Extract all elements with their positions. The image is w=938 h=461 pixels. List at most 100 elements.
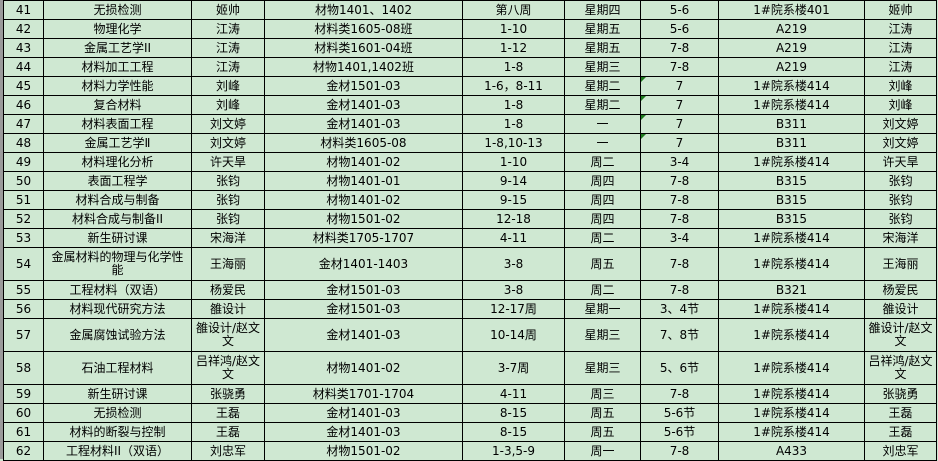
cell-class[interactable]: 材物1401-02 [264, 152, 463, 172]
cell-periods[interactable]: 7-8 [640, 384, 719, 404]
cell-teacher[interactable]: 张骁勇 [191, 384, 265, 404]
cell-course[interactable]: 新生研讨课 [43, 228, 192, 248]
cell-course[interactable]: 物理化学 [43, 19, 192, 39]
cell-class[interactable]: 材料类1605-08班 [264, 19, 463, 39]
cell-teacher-2[interactable]: 江涛 [864, 19, 937, 39]
cell-teacher-2[interactable]: 王磊 [864, 403, 937, 423]
cell-weeks[interactable]: 9-14 [462, 171, 565, 191]
cell-class[interactable]: 金材1401-03 [264, 114, 463, 134]
cell-class[interactable]: 材料类1705-1707 [264, 228, 463, 248]
cell-course[interactable]: 工程材料（双语） [43, 280, 192, 300]
cell-periods[interactable]: 7-8 [640, 171, 719, 191]
cell-course[interactable]: 材料理化分析 [43, 152, 192, 172]
cell-course[interactable]: 表面工程学 [43, 171, 192, 191]
cell-periods[interactable]: 7 [640, 76, 719, 96]
cell-class[interactable]: 材料类1605-08 [264, 133, 463, 153]
cell-course[interactable]: 材料加工工程 [43, 57, 192, 77]
cell-teacher-2[interactable]: 宋海洋 [864, 228, 937, 248]
cell-day[interactable]: 周五 [564, 403, 641, 423]
cell-teacher[interactable]: 刘峰 [191, 95, 265, 115]
cell-number[interactable]: 49 [3, 152, 44, 172]
cell-day[interactable]: 星期一 [564, 299, 641, 319]
cell-periods[interactable]: 7-8 [640, 57, 719, 77]
cell-course[interactable]: 无损检测 [43, 403, 192, 423]
cell-teacher-2[interactable]: 雒设计 [864, 299, 937, 319]
cell-day[interactable]: 星期三 [564, 57, 641, 77]
cell-teacher-2[interactable]: 姬帅 [864, 0, 937, 20]
cell-weeks[interactable]: 12-18 [462, 209, 565, 229]
cell-weeks[interactable]: 1-12 [462, 38, 565, 58]
cell-weeks[interactable]: 1-8 [462, 57, 565, 77]
cell-periods[interactable]: 7-8 [640, 190, 719, 210]
cell-number[interactable]: 59 [3, 384, 44, 404]
cell-periods[interactable]: 7-8 [640, 441, 719, 461]
cell-day[interactable]: 周四 [564, 209, 641, 229]
cell-course[interactable]: 金属工艺学II [43, 38, 192, 58]
cell-periods[interactable]: 5-6 [640, 19, 719, 39]
cell-class[interactable]: 金材1401-03 [264, 95, 463, 115]
cell-room[interactable]: 1#院系楼414 [718, 76, 865, 96]
cell-periods[interactable]: 7 [640, 114, 719, 134]
cell-periods[interactable]: 7、8节 [640, 318, 719, 352]
cell-day[interactable]: 周三 [564, 384, 641, 404]
cell-weeks[interactable]: 1-8 [462, 95, 565, 115]
cell-day[interactable]: 一 [564, 133, 641, 153]
cell-teacher[interactable]: 姬帅 [191, 0, 265, 20]
cell-weeks[interactable]: 1-8 [462, 114, 565, 134]
cell-number[interactable]: 45 [3, 76, 44, 96]
cell-course[interactable]: 材料现代研究方法 [43, 299, 192, 319]
cell-number[interactable]: 50 [3, 171, 44, 191]
cell-periods[interactable]: 7 [640, 95, 719, 115]
cell-day[interactable]: 周五 [564, 422, 641, 442]
cell-day[interactable]: 星期五 [564, 38, 641, 58]
cell-periods[interactable]: 5、6节 [640, 351, 719, 385]
cell-room[interactable]: 1#院系楼414 [718, 403, 865, 423]
cell-room[interactable]: B311 [718, 114, 865, 134]
cell-periods[interactable]: 7-8 [640, 247, 719, 281]
cell-course[interactable]: 金属材料的物理与化学性能 [43, 247, 192, 281]
cell-room[interactable]: 1#院系楼414 [718, 152, 865, 172]
cell-number[interactable]: 44 [3, 57, 44, 77]
cell-teacher[interactable]: 张钧 [191, 209, 265, 229]
cell-number[interactable]: 60 [3, 403, 44, 423]
cell-course[interactable]: 复合材料 [43, 95, 192, 115]
cell-day[interactable]: 周二 [564, 228, 641, 248]
cell-room[interactable]: 1#院系楼414 [718, 228, 865, 248]
cell-class[interactable]: 金材1401-03 [264, 422, 463, 442]
cell-teacher[interactable]: 江涛 [191, 19, 265, 39]
cell-periods[interactable]: 5-6 [640, 0, 719, 20]
cell-teacher-2[interactable]: 张钧 [864, 190, 937, 210]
cell-day[interactable]: 一 [564, 114, 641, 134]
cell-teacher[interactable]: 王海丽 [191, 247, 265, 281]
cell-class[interactable]: 材料类1601-04班 [264, 38, 463, 58]
cell-room[interactable]: 1#院系楼414 [718, 422, 865, 442]
cell-teacher-2[interactable]: 张骁勇 [864, 384, 937, 404]
cell-teacher[interactable]: 许天旱 [191, 152, 265, 172]
cell-periods[interactable]: 7-8 [640, 280, 719, 300]
cell-teacher[interactable]: 王磊 [191, 422, 265, 442]
cell-course[interactable]: 材料合成与制备II [43, 209, 192, 229]
cell-class[interactable]: 金材1501-03 [264, 76, 463, 96]
cell-day[interactable]: 周五 [564, 247, 641, 281]
cell-room[interactable]: A219 [718, 38, 865, 58]
cell-class[interactable]: 金材1401-1403 [264, 247, 463, 281]
cell-teacher[interactable]: 张钧 [191, 171, 265, 191]
cell-weeks[interactable]: 第八周 [462, 0, 565, 20]
cell-day[interactable]: 星期二 [564, 76, 641, 96]
cell-day[interactable]: 周二 [564, 280, 641, 300]
cell-teacher[interactable]: 张钧 [191, 190, 265, 210]
cell-teacher[interactable]: 雒设计 [191, 299, 265, 319]
cell-teacher[interactable]: 宋海洋 [191, 228, 265, 248]
cell-room[interactable]: 1#院系楼414 [718, 351, 865, 385]
cell-room[interactable]: 1#院系楼414 [718, 318, 865, 352]
cell-day[interactable]: 星期三 [564, 351, 641, 385]
cell-class[interactable]: 材物1501-02 [264, 441, 463, 461]
cell-teacher-2[interactable]: 吕祥鸿/赵文文 [864, 351, 937, 385]
cell-number[interactable]: 55 [3, 280, 44, 300]
cell-day[interactable]: 星期五 [564, 19, 641, 39]
cell-weeks[interactable]: 1-8,10-13 [462, 133, 565, 153]
cell-teacher-2[interactable]: 杨爱民 [864, 280, 937, 300]
cell-periods[interactable]: 5-6节 [640, 422, 719, 442]
cell-teacher[interactable]: 江涛 [191, 57, 265, 77]
cell-teacher-2[interactable]: 张钧 [864, 209, 937, 229]
